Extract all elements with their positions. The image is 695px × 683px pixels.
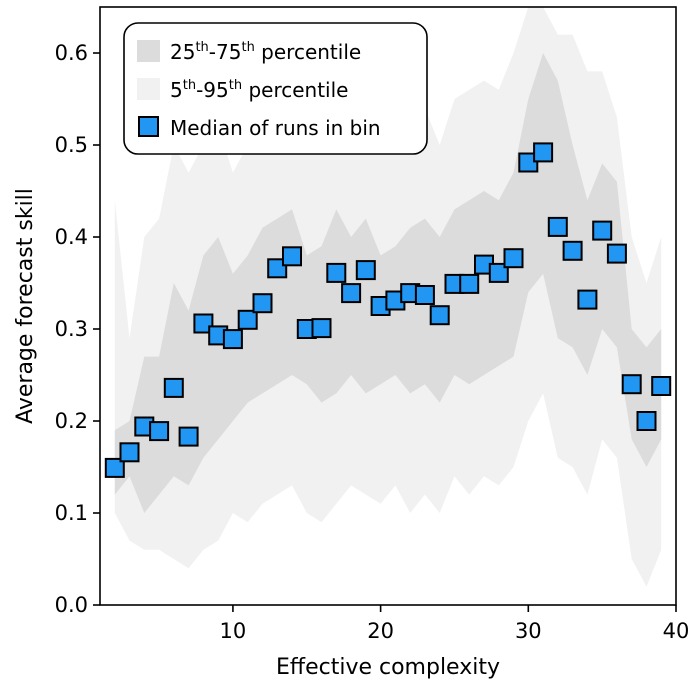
- median-point: [341, 283, 362, 304]
- median-point: [533, 142, 554, 163]
- median-point: [149, 421, 170, 442]
- median-point: [355, 260, 376, 281]
- x-tick-label: 20: [367, 619, 394, 643]
- y-tick-label: 0.5: [55, 133, 88, 157]
- legend-label-median: Median of runs in bin: [170, 116, 381, 140]
- median-point: [414, 285, 435, 305]
- y-axis-label: Average forecast skill: [13, 188, 38, 424]
- median-point: [163, 377, 184, 398]
- y-tick-label: 0.2: [55, 409, 88, 433]
- median-point: [503, 248, 524, 269]
- x-axis-ticks: 10 20 30 40: [220, 605, 690, 643]
- legend: 25th-75th percentile 5th-95th percentile…: [123, 22, 428, 155]
- median-point: [282, 246, 302, 267]
- median-point: [592, 220, 613, 241]
- median-markers: [104, 142, 672, 478]
- median-point: [636, 411, 657, 431]
- median-point: [651, 376, 672, 396]
- median-point: [547, 216, 568, 237]
- median-point: [252, 293, 273, 314]
- x-tick-label: 30: [515, 619, 542, 643]
- legend-label-range: 5th-95th percentile: [170, 78, 348, 102]
- x-tick-label: 40: [663, 619, 690, 643]
- median-point: [326, 262, 347, 283]
- legend-box: [123, 22, 428, 155]
- legend-marker-median: [138, 116, 159, 137]
- y-tick-label: 0.3: [55, 317, 88, 341]
- median-point: [518, 152, 539, 173]
- median-point: [104, 457, 125, 478]
- median-point: [429, 305, 450, 326]
- median-point: [606, 243, 627, 264]
- median-point: [621, 374, 642, 395]
- median-point: [459, 273, 480, 294]
- plot-frame: [99, 6, 677, 606]
- x-axis-label: Effective complexity: [276, 655, 500, 680]
- y-axis-ticks: 0.0 0.1 0.2 0.3 0.4 0.5 0.6: [55, 41, 100, 617]
- median-point: [237, 309, 258, 330]
- median-point: [222, 329, 243, 350]
- median-point: [267, 258, 288, 279]
- median-point: [193, 313, 214, 334]
- y-tick-label: 0.0: [55, 593, 88, 617]
- x-tick-label: 10: [220, 619, 247, 643]
- median-point: [178, 426, 199, 447]
- y-tick-label: 0.1: [55, 501, 88, 525]
- y-tick-label: 0.6: [55, 41, 88, 65]
- median-point: [488, 262, 509, 283]
- median-point: [311, 318, 332, 339]
- median-point: [562, 240, 583, 261]
- median-point: [577, 289, 598, 310]
- legend-swatch-range: [137, 78, 160, 100]
- median-point: [119, 442, 140, 463]
- legend-swatch-iqr: [137, 40, 160, 62]
- legend-label-iqr: 25th-75th percentile: [170, 40, 361, 64]
- y-tick-label: 0.4: [55, 225, 88, 249]
